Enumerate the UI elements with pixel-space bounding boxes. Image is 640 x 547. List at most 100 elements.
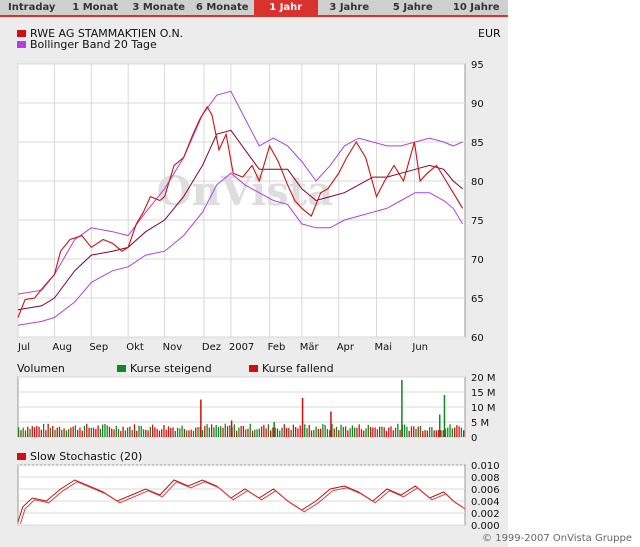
volume-y-tick-label: 15 M — [471, 388, 496, 399]
volume-bar — [363, 430, 365, 437]
volume-bar — [451, 428, 453, 437]
volume-bar — [342, 427, 344, 437]
volume-bar — [338, 430, 340, 437]
volume-bar — [58, 426, 61, 437]
volume-bar — [426, 430, 428, 437]
stochastic-y-tick-label: 0.002 — [471, 509, 500, 520]
stochastic-y-tick-label: 0.004 — [471, 497, 500, 508]
tab-3-jahre[interactable]: 3 Jahre — [329, 2, 370, 13]
volume-bar — [129, 426, 131, 437]
price-x-tick-label: Apr — [337, 342, 355, 353]
volume-bar — [376, 429, 379, 437]
price-x-tick-label: 2007 — [229, 342, 254, 353]
volume-bar — [308, 424, 310, 437]
volume-bar — [97, 425, 99, 437]
volume-bar — [81, 430, 83, 437]
tab-3-monate[interactable]: 3 Monate — [132, 2, 186, 13]
price-x-tick-label: Aug — [52, 342, 72, 353]
volume-bar — [304, 424, 306, 437]
volume-bar — [233, 424, 235, 437]
volume-bar — [256, 429, 258, 437]
price-x-tick-label: Sep — [89, 342, 108, 353]
tab-1-jahr[interactable]: 1 Jahr — [254, 0, 318, 15]
volume-bar — [383, 427, 385, 437]
volume-bar — [117, 428, 120, 437]
volume-bar — [285, 427, 288, 437]
volume-bar — [215, 425, 217, 437]
stochastic-y-tick-label: 0.006 — [471, 485, 500, 496]
volume-bar — [410, 426, 413, 437]
stochastic-label: Slow Stochastic (20) — [30, 450, 143, 463]
volume-bar — [428, 427, 431, 437]
volume-bar — [279, 430, 281, 437]
legend-volume-rising: Kurse steigend — [117, 362, 212, 375]
volume-bar — [265, 428, 267, 437]
volume-bar — [210, 424, 213, 437]
price-y-tick-label: 70 — [471, 255, 484, 266]
volume-title: Volumen — [17, 362, 65, 375]
price-y-tick-label: 85 — [471, 138, 484, 149]
volume-bar — [49, 427, 52, 437]
price-y-tick-label: 95 — [471, 60, 484, 71]
legend-rising-label: Kurse steigend — [130, 362, 212, 375]
tab-intraday[interactable]: Intraday — [8, 2, 56, 13]
volume-bar — [102, 424, 104, 437]
volume-bar — [435, 430, 438, 437]
volume-y-tick-label: 20 M — [471, 373, 496, 384]
price-y-tick-label: 90 — [471, 99, 484, 110]
volume-bar — [403, 424, 406, 437]
volume-bar — [138, 425, 140, 437]
bollinger-middle-line — [17, 129, 463, 311]
volume-bar — [52, 425, 54, 437]
volume-bar — [447, 427, 449, 437]
volume-bar — [151, 424, 154, 437]
volume-bar — [90, 427, 92, 437]
volume-bar — [242, 425, 245, 437]
volume-bar — [40, 429, 43, 437]
period-tabs: Intraday 1 Monat 3 Monate 6 Monate 1 Jahr 3 J… — [0, 0, 508, 17]
volume-bar — [330, 411, 332, 437]
volume-y-tick-label: 0 — [471, 433, 477, 444]
tab-10-jahre[interactable]: 10 Jahre — [452, 2, 500, 13]
copyright: © 1999-2007 OnVista Gruppe — [482, 533, 632, 544]
volume-y-tick-label: 10 M — [471, 403, 496, 414]
volume-bar — [183, 428, 186, 437]
volume-bar — [249, 423, 251, 437]
volume-bar — [367, 424, 369, 437]
volume-bar — [397, 423, 399, 437]
tab-1-monat[interactable]: 1 Monat — [72, 2, 119, 13]
tab-6-monate[interactable]: 6 Monate — [195, 2, 249, 13]
volume-bar — [217, 426, 220, 437]
volume-bar — [204, 426, 206, 437]
volume-bar — [222, 427, 224, 437]
volume-bar — [83, 425, 86, 437]
volume-bar — [181, 425, 183, 437]
volume-bar — [224, 423, 226, 437]
volume-bar — [267, 424, 270, 437]
volume-bar — [61, 429, 63, 437]
volume-bar — [458, 426, 460, 437]
volume-bar — [47, 423, 49, 437]
volume-bar — [379, 426, 381, 437]
volume-bar — [281, 427, 283, 437]
tab-5-jahre[interactable]: 5 Jahre — [392, 2, 433, 13]
volume-bar — [297, 428, 299, 437]
volume-bar — [433, 430, 435, 437]
price-x-tick-label: Feb — [268, 342, 286, 353]
volume-bar — [126, 427, 129, 437]
price-x-tick-label: Jun — [411, 342, 428, 353]
volume-bar — [331, 423, 333, 437]
volume-bar — [417, 426, 419, 437]
volume-bar — [354, 427, 356, 437]
volume-bar — [251, 430, 254, 437]
stochastic-y-tick-label: 0.010 — [471, 461, 500, 472]
volume-bar — [443, 395, 446, 437]
volume-bar — [176, 427, 179, 437]
bollinger-upper-line — [17, 90, 463, 295]
volume-bar — [147, 430, 149, 437]
volume-bar — [365, 428, 367, 437]
volume-bar — [413, 426, 415, 437]
page-margin — [508, 0, 640, 547]
volume-bar — [18, 427, 20, 437]
volume-bar — [56, 427, 58, 437]
